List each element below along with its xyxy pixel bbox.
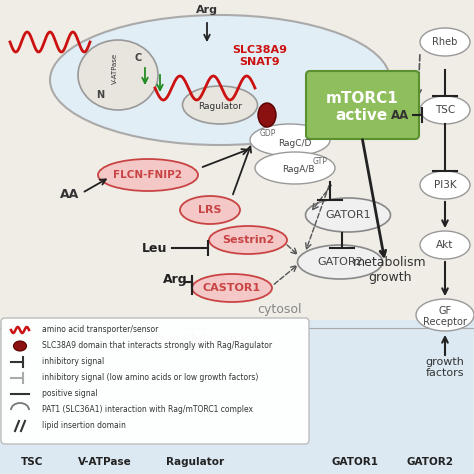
Text: PI3K: PI3K [434, 180, 456, 190]
Text: Ragulator: Ragulator [166, 457, 224, 467]
Text: SLC38A9 domain that interacts strongly with Rag/Ragulator: SLC38A9 domain that interacts strongly w… [42, 341, 272, 350]
Text: N: N [96, 90, 104, 100]
Text: GATOR1: GATOR1 [331, 457, 379, 467]
Ellipse shape [306, 198, 391, 232]
Text: V-ATPase: V-ATPase [112, 53, 118, 83]
Text: AA: AA [391, 109, 409, 121]
Text: C: C [134, 53, 142, 63]
Bar [0, 320, 474, 474]
Text: CASTOR1: CASTOR1 [203, 283, 261, 293]
Ellipse shape [180, 196, 240, 224]
Ellipse shape [78, 40, 158, 110]
Ellipse shape [13, 341, 27, 351]
Text: growth: growth [426, 357, 465, 367]
Ellipse shape [420, 231, 470, 259]
Text: RagC/D: RagC/D [278, 138, 312, 147]
Ellipse shape [420, 28, 470, 56]
Text: SLC38A9: SLC38A9 [233, 45, 288, 55]
Text: cytosol: cytosol [258, 303, 302, 317]
Text: Sestrin2: Sestrin2 [222, 235, 274, 245]
Text: amino acid transporter/sensor: amino acid transporter/sensor [42, 326, 158, 335]
Text: GTP: GTP [312, 157, 328, 166]
Text: active: active [336, 108, 388, 122]
Text: Arg: Arg [163, 273, 187, 286]
Text: lipid insertion domain: lipid insertion domain [42, 421, 126, 430]
Text: GDP: GDP [260, 129, 276, 138]
Ellipse shape [258, 103, 276, 127]
Ellipse shape [250, 124, 330, 156]
FancyBboxPatch shape [306, 71, 419, 139]
Ellipse shape [420, 171, 470, 199]
Ellipse shape [192, 274, 272, 302]
Text: Rheb: Rheb [432, 37, 458, 47]
Ellipse shape [98, 159, 198, 191]
Text: TSC: TSC [435, 105, 455, 115]
Text: Leu: Leu [142, 241, 168, 255]
Text: inhibitory signal: inhibitory signal [42, 357, 104, 366]
Text: GATOR2: GATOR2 [407, 457, 454, 467]
Text: Arg: Arg [196, 5, 218, 15]
Text: inhibitory signal (low amino acids or low growth factors): inhibitory signal (low amino acids or lo… [42, 374, 258, 383]
Text: metabolism
growth: metabolism growth [353, 256, 427, 284]
Text: RagA/B: RagA/B [282, 165, 314, 174]
Text: positive signal: positive signal [42, 390, 98, 399]
Text: Akt: Akt [436, 240, 454, 250]
Ellipse shape [416, 299, 474, 331]
Text: PAT1 (SLC36A1) interaction with Rag/mTORC1 complex: PAT1 (SLC36A1) interaction with Rag/mTOR… [42, 405, 253, 414]
Ellipse shape [209, 226, 287, 254]
Ellipse shape [255, 152, 335, 184]
Text: GATOR1: GATOR1 [325, 210, 371, 220]
FancyBboxPatch shape [1, 318, 309, 444]
Text: SNAT9: SNAT9 [240, 57, 280, 67]
Ellipse shape [182, 86, 257, 124]
Text: Ragulator: Ragulator [198, 101, 242, 110]
Text: AA: AA [60, 189, 80, 201]
Text: GF: GF [438, 306, 452, 316]
Text: FLCN-FNIP2: FLCN-FNIP2 [113, 170, 182, 180]
Text: V-ATPase: V-ATPase [78, 457, 132, 467]
Text: extracellular space: extracellular space [140, 334, 260, 346]
Text: TSC: TSC [21, 457, 43, 467]
Text: factors: factors [426, 368, 464, 378]
Ellipse shape [50, 15, 390, 145]
Text: Receptor: Receptor [423, 317, 467, 327]
Text: GATOR2: GATOR2 [317, 257, 363, 267]
Text: mTORC1: mTORC1 [326, 91, 398, 106]
Ellipse shape [420, 96, 470, 124]
Text: LRS: LRS [198, 205, 222, 215]
Ellipse shape [298, 245, 383, 279]
